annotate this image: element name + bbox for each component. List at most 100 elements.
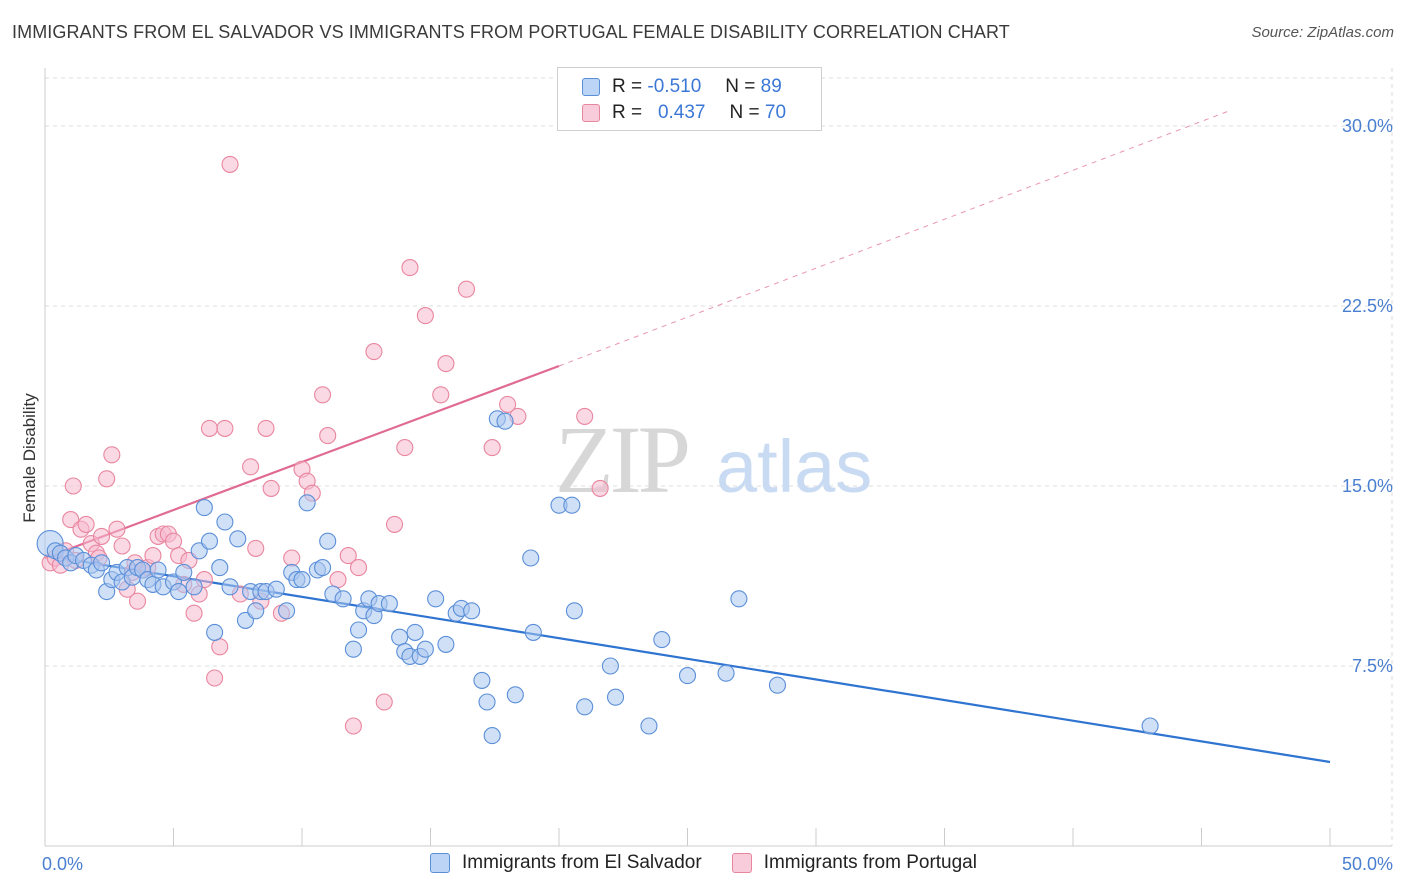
point-el-salvador [601,657,619,675]
point-portugal [262,479,280,497]
point-el-salvador [473,671,491,689]
point-portugal [206,669,224,687]
point-el-salvador [524,623,542,641]
point-portugal [437,355,455,373]
point-el-salvador [576,698,594,716]
point-el-salvador [334,590,352,608]
x-tick-label: 0.0% [42,854,83,874]
point-el-salvador [678,667,697,685]
point-el-salvador [149,561,167,579]
point-el-salvador [92,554,111,572]
point-el-salvador [221,578,239,596]
point-el-salvador [229,530,247,548]
trend-lines [44,111,1331,764]
point-el-salvador [606,688,625,706]
point-portugal [64,477,82,495]
point-portugal [365,343,383,361]
point-el-salvador [416,640,434,658]
point-portugal [432,386,450,404]
legend-row-el-salvador: R = -0.510 N = 89 [582,74,782,100]
legend-n-label: N = [729,102,760,123]
point-el-salvador [437,635,455,653]
point-portugal [401,259,419,277]
point-portugal [98,470,116,488]
tick-labels: 7.5% 15.0% 22.5% 30.0% 0.0% 50.0% [42,116,1393,874]
y-tick-label: 22.5% [1342,296,1393,316]
point-portugal [319,427,337,445]
legend-r-value: 0.437 [657,102,706,123]
point-el-salvador [211,559,229,577]
point-el-salvador [206,623,224,641]
point-el-salvador [391,628,409,646]
legend-item-portugal[interactable]: Immigrants from Portugal [731,852,977,874]
point-portugal [185,604,203,622]
legend-n-value: 70 [764,102,787,123]
point-el-salvador [185,578,203,596]
legend-swatch-pink [731,853,752,873]
point-el-salvador [170,583,188,601]
point-el-salvador [319,532,337,550]
point-el-salvador [278,602,296,620]
legend-swatch-pink [582,104,600,122]
point-el-salvador [506,686,524,704]
point-portugal [164,532,183,550]
point-el-salvador [1141,717,1159,735]
point-portugal [257,419,275,437]
legend-row-portugal: R = 0.437 N = 70 [582,100,786,126]
point-portugal [329,571,347,589]
point-portugal [483,439,501,457]
point-el-salvador [200,532,219,550]
x-tick-label: 50.0% [1342,854,1393,874]
point-portugal [396,439,414,457]
legend-r-label: R = [612,76,643,97]
point-portugal [211,638,229,656]
point-el-salvador [768,676,787,694]
axes [44,68,1392,847]
point-el-salvador [406,623,424,641]
point-el-salvador [483,727,501,745]
point-el-salvador [216,513,234,531]
point-portugal [216,419,234,437]
point-portugal [242,458,260,476]
legend-swatch-blue [582,78,600,96]
legend-n-label: N = [725,76,756,97]
point-el-salvador [522,549,540,567]
legend-r-label: R = [612,102,643,123]
point-portugal [92,527,111,545]
y-tick-label: 7.5% [1352,656,1393,676]
legend-swatch-blue [430,853,450,873]
point-el-salvador [496,412,514,430]
series-legend: Immigrants from El Salvador Immigrants f… [430,852,1007,874]
point-el-salvador [730,590,748,608]
point-el-salvador [344,640,362,658]
point-el-salvador [717,664,735,682]
watermark-zip: ZIP [555,406,688,513]
stats-legend: R = -0.510 N = 89 R = 0.437 N = 70 [557,67,822,131]
watermark-atlas: atlas [716,425,872,508]
point-el-salvador [314,559,332,577]
point-portugal [375,693,393,711]
legend-label: Immigrants from El Salvador [462,852,702,873]
y-tick-label: 30.0% [1342,116,1393,136]
y-tick-label: 15.0% [1342,476,1393,496]
point-portugal [576,407,594,425]
point-portugal [349,559,368,577]
point-portugal [344,717,362,735]
point-el-salvador [175,563,193,581]
series-portugal-points [41,155,609,735]
point-portugal [221,155,239,173]
point-portugal [144,547,162,565]
point-el-salvador [267,580,285,598]
trend-line-portugal-extension [558,111,1228,367]
point-portugal [283,549,301,567]
point-el-salvador [349,621,368,639]
legend-item-el-salvador[interactable]: Immigrants from El Salvador [430,852,702,874]
point-el-salvador [380,595,398,613]
point-el-salvador [293,571,311,589]
point-el-salvador [478,693,496,711]
chart-title: IMMIGRANTS FROM EL SALVADOR VS IMMIGRANT… [12,22,1010,42]
point-el-salvador [565,602,583,620]
point-portugal [385,515,404,533]
point-portugal [77,515,95,533]
